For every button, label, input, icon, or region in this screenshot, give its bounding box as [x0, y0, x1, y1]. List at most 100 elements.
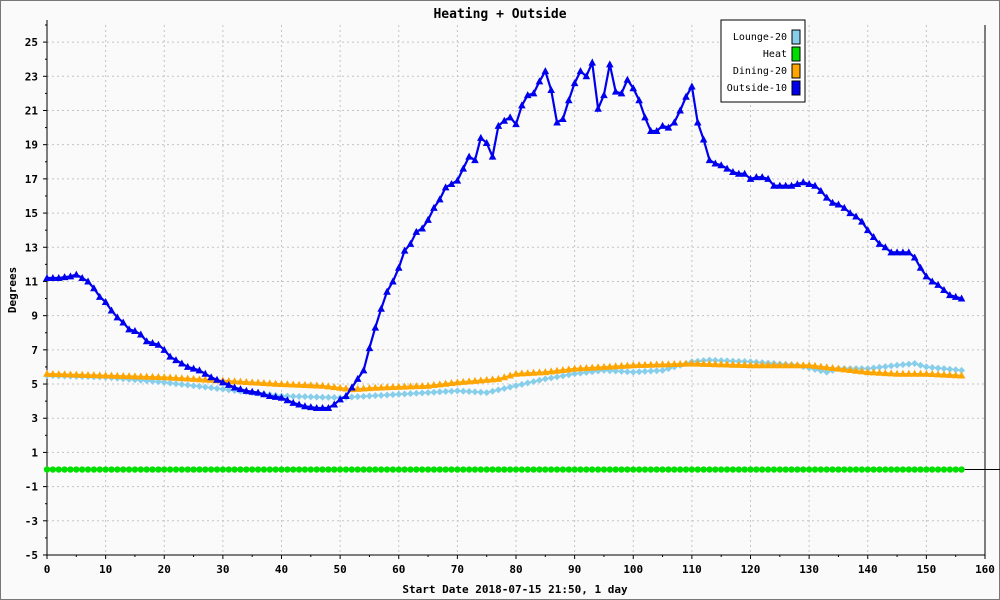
data-point [43, 274, 51, 282]
data-point [418, 389, 426, 397]
data-point [377, 304, 385, 312]
data-point [412, 382, 421, 390]
data-point [647, 127, 655, 134]
data-point [630, 466, 637, 473]
data-point [78, 274, 86, 282]
data-point [929, 466, 936, 473]
data-point [717, 360, 725, 368]
data-point [506, 371, 514, 379]
data-point [582, 363, 591, 371]
data-point [459, 164, 468, 172]
data-point [131, 327, 139, 335]
data-point [529, 89, 538, 97]
data-point [536, 466, 543, 473]
data-point [946, 466, 954, 473]
data-point [776, 361, 784, 369]
data-point [372, 466, 379, 473]
data-point [506, 466, 514, 473]
data-point [154, 373, 163, 381]
data-point [401, 390, 409, 398]
data-point [166, 379, 174, 387]
data-point [419, 466, 426, 473]
data-point [664, 123, 673, 131]
data-point [916, 369, 925, 377]
data-point [887, 362, 895, 370]
data-point [137, 372, 145, 380]
data-point [49, 466, 57, 473]
data-point [840, 365, 849, 373]
data-point [360, 466, 367, 473]
legend-box [720, 19, 806, 103]
data-point [90, 466, 98, 473]
data-point [712, 466, 719, 473]
data-point [946, 370, 954, 378]
data-point [594, 363, 602, 371]
data-point [659, 466, 666, 473]
data-point [624, 466, 631, 473]
data-point [723, 360, 731, 368]
data-point [753, 466, 760, 473]
data-point [893, 369, 901, 377]
data-point [353, 374, 362, 382]
data-point [459, 377, 468, 385]
data-point [312, 381, 321, 389]
data-point [436, 388, 444, 396]
data-point [957, 371, 966, 379]
data-point [864, 466, 871, 473]
data-point [465, 152, 473, 160]
legend-swatch [791, 63, 801, 79]
data-point [142, 337, 151, 345]
data-point [676, 106, 684, 114]
x-tick-label: 10 [99, 563, 112, 576]
data-point [342, 384, 350, 392]
data-point [312, 403, 321, 411]
data-point [54, 370, 63, 378]
data-point [494, 121, 503, 129]
data-point [412, 389, 420, 397]
y-tick-label: 11 [25, 275, 39, 288]
data-point [512, 466, 520, 473]
data-point [137, 466, 144, 473]
data-point [846, 466, 854, 473]
grid-lines [47, 25, 985, 555]
data-point [729, 360, 737, 368]
data-point [541, 368, 550, 376]
series-outside-10 [43, 58, 966, 411]
data-point [471, 376, 479, 384]
x-tick-label: 40 [275, 563, 288, 576]
legend-label: Heat [763, 49, 787, 60]
data-point [893, 361, 901, 369]
data-point [841, 466, 848, 473]
data-point [822, 363, 831, 371]
y-tick-label: -5 [25, 549, 38, 562]
data-point [676, 466, 684, 473]
data-point [412, 227, 421, 235]
data-point [758, 173, 767, 181]
data-point [570, 79, 579, 87]
legend-swatch [791, 46, 801, 62]
y-tick-label: -1 [25, 481, 39, 494]
data-point [887, 369, 895, 377]
data-point [219, 378, 227, 386]
data-point [764, 361, 772, 369]
data-point [729, 168, 737, 176]
data-point [882, 466, 889, 473]
data-point [401, 466, 408, 473]
data-point [635, 361, 643, 369]
data-point [413, 466, 420, 473]
data-point [84, 370, 92, 378]
data-point [242, 377, 251, 385]
data-point [494, 386, 502, 394]
y-tick-label: 17 [25, 173, 38, 186]
data-point [934, 370, 942, 378]
data-point [647, 367, 655, 375]
data-point [600, 91, 608, 99]
data-point [881, 243, 890, 251]
data-point [570, 364, 579, 372]
data-point [359, 366, 368, 374]
data-point [55, 466, 62, 473]
data-point [441, 183, 450, 191]
data-point [60, 273, 69, 281]
data-point [265, 392, 274, 399]
data-point [394, 263, 403, 271]
